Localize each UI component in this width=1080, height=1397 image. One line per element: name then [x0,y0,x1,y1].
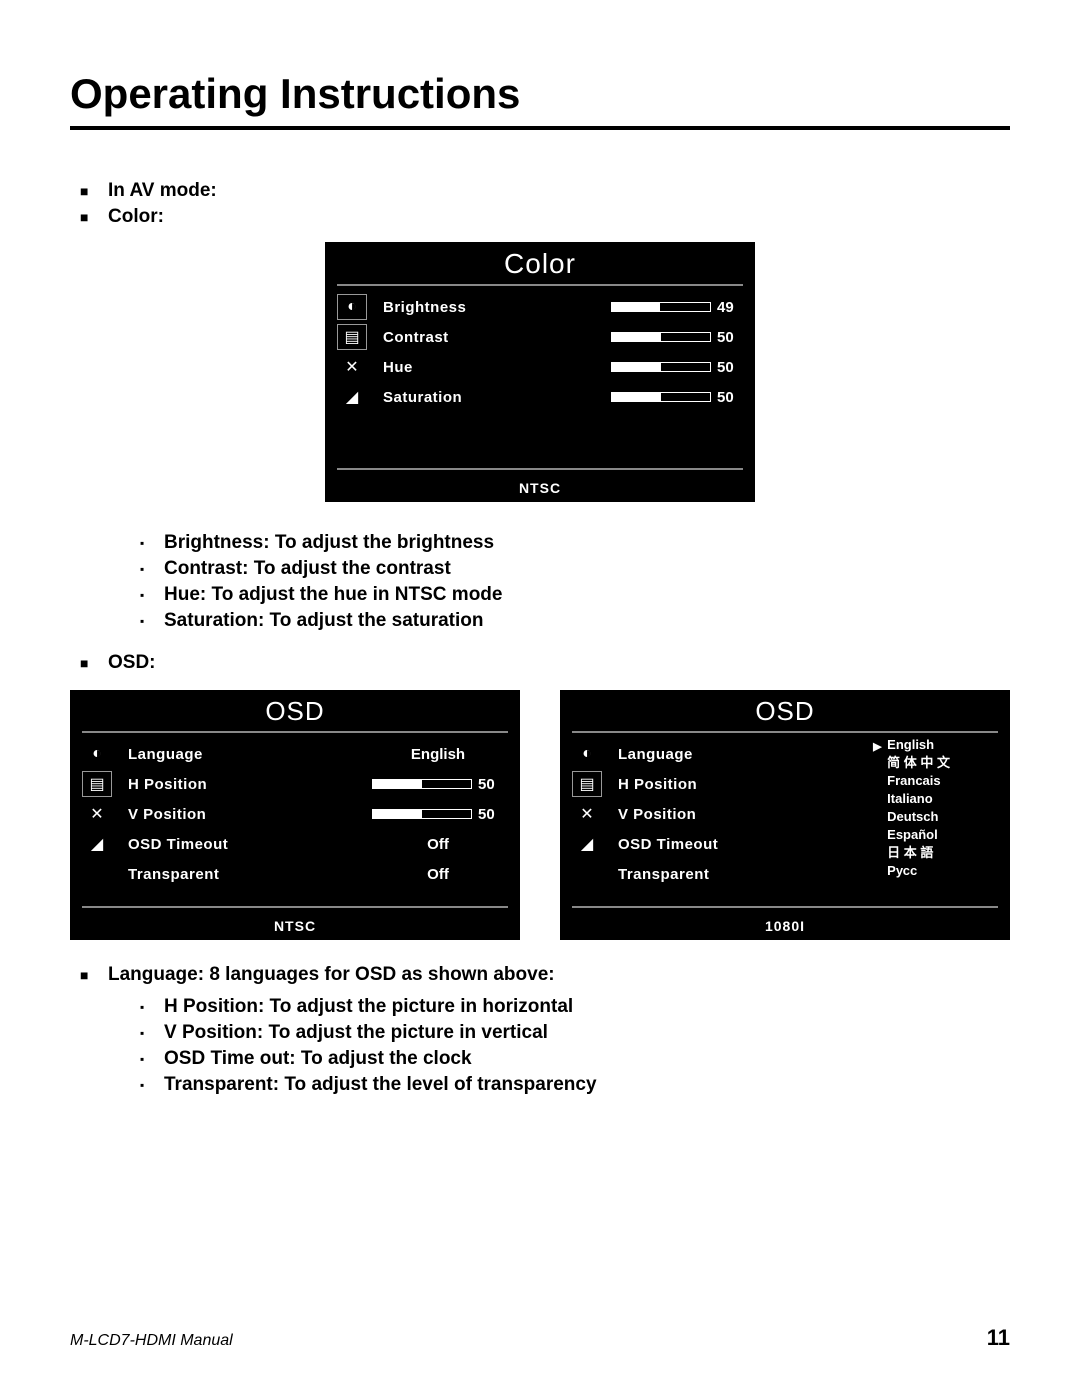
row-label: V Position [128,806,368,823]
row-language: Language English [128,739,508,769]
row-value: 50 [717,329,743,346]
slider-hue[interactable] [611,362,711,372]
lang-option[interactable]: Deutsch [887,808,950,826]
row-value: 50 [717,359,743,376]
speaker-icon: ◢ [572,831,602,857]
row-hue: Hue 50 [383,352,743,382]
tools-icon: ✕ [572,801,602,827]
speaker-icon: ◢ [337,384,367,410]
triangle-right-icon: ▶ [873,738,881,756]
row-label: Saturation [383,389,593,406]
divider [82,731,508,733]
color-osd-panel: Color ◐ ▤ ✕ ◢ Brightness 49 Contrast 50 … [325,242,755,502]
desc-brightness: Brightness: To adjust the brightness [140,532,1010,554]
divider [337,468,743,470]
lang-option[interactable]: 日 本 語 [887,844,950,862]
divider [337,284,743,286]
osd-left-rows: Language English H Position 50 V Positio… [120,739,508,902]
bullet-color: Color: [80,206,1010,228]
page-footer: M-LCD7-HDMI Manual 11 [70,1325,1010,1351]
row-value: 49 [717,299,743,316]
color-desc-list: Brightness: To adjust the brightness Con… [140,532,1010,632]
lang-option[interactable]: Español [887,826,950,844]
osd-left-title: OSD [70,690,520,731]
row-transparent: Transparent Off [128,859,508,889]
sub-transparent: Transparent: To adjust the level of tran… [140,1074,1010,1096]
row-value: 50 [478,776,504,793]
color-panel-footer: NTSC [325,476,755,502]
row-label: Contrast [383,329,593,346]
lang-section-heading: Language: 8 languages for OSD as shown a… [80,964,1010,986]
divider [572,731,998,733]
row-label: OSD Timeout [128,836,368,853]
row-label: Hue [383,359,593,376]
lang-option[interactable]: Italiano [887,790,950,808]
row-value: English [368,746,508,763]
osd-right-footer: 1080I [560,914,1010,940]
tools-icon: ✕ [337,354,367,380]
language-popup[interactable]: ▶ English 简 体 中 文 Francais Italiano Deut… [887,736,950,880]
row-hpos: H Position 50 [128,769,508,799]
row-vpos: V Position 50 [128,799,508,829]
color-icon-column: ◐ ▤ ✕ ◢ [337,292,375,464]
row-value: 50 [717,389,743,406]
bullet-osd: OSD: [80,652,1010,674]
desc-contrast: Contrast: To adjust the contrast [140,558,1010,580]
desc-saturation: Saturation: To adjust the saturation [140,610,1010,632]
row-label: Language [128,746,368,763]
row-brightness: Brightness 49 [383,292,743,322]
bullet-av-mode: In AV mode: [80,180,1010,202]
row-value: 50 [478,806,504,823]
row-value: Off [368,866,508,883]
desc-hue: Hue: To adjust the hue in NTSC mode [140,584,1010,606]
osd-left-icons: ◐ ▤ ✕ ◢ [82,739,120,902]
slider-brightness[interactable] [611,302,711,312]
sub-vpos: V Position: To adjust the picture in ver… [140,1022,1010,1044]
lang-option[interactable]: 简 体 中 文 [887,754,950,772]
title-rule [70,126,1010,130]
osd-right-title: OSD [560,690,1010,731]
row-label: H Position [128,776,368,793]
tools-icon: ✕ [82,801,112,827]
menu-icon: ▤ [337,324,367,350]
speaker-icon: ◢ [82,831,112,857]
slider-hpos[interactable] [372,779,472,789]
slider-vpos[interactable] [372,809,472,819]
footer-page-number: 11 [987,1325,1010,1351]
row-label: Transparent [128,866,368,883]
lang-option[interactable]: Francais [887,772,950,790]
row-osd-timeout: OSD Timeout Off [128,829,508,859]
osd-left-footer: NTSC [70,914,520,940]
row-saturation: Saturation 50 [383,382,743,412]
page-title: Operating Instructions [70,70,1010,118]
sub-osd-timeout: OSD Time out: To adjust the clock [140,1048,1010,1070]
row-contrast: Contrast 50 [383,322,743,352]
menu-icon: ▤ [82,771,112,797]
divider [572,906,998,908]
divider [82,906,508,908]
section2-bullets: OSD: [80,652,1010,674]
sub-hpos: H Position: To adjust the picture in hor… [140,996,1010,1018]
contrast-icon: ◐ [82,741,112,767]
osd-panel-right: OSD ◐ ▤ ✕ ◢ Language H Position V Positi… [560,690,1010,940]
slider-contrast[interactable] [611,332,711,342]
osd-right-icons: ◐ ▤ ✕ ◢ [572,739,610,902]
lang-option[interactable]: Русс [887,862,950,880]
color-panel-title: Color [325,242,755,284]
slider-saturation[interactable] [611,392,711,402]
row-value: Off [368,836,508,853]
contrast-icon: ◐ [337,294,367,320]
bullet-language: Language: 8 languages for OSD as shown a… [80,964,1010,986]
footer-manual-name: M-LCD7-HDMI Manual [70,1332,233,1350]
color-rows: Brightness 49 Contrast 50 Hue 50 Saturat… [375,292,743,464]
section1-bullets: In AV mode: Color: [80,180,1010,228]
lang-sub-list: H Position: To adjust the picture in hor… [140,996,1010,1096]
osd-panel-left: OSD ◐ ▤ ✕ ◢ Language English H Position … [70,690,520,940]
row-label: Brightness [383,299,593,316]
menu-icon: ▤ [572,771,602,797]
contrast-icon: ◐ [572,741,602,767]
lang-option[interactable]: English [887,736,950,754]
